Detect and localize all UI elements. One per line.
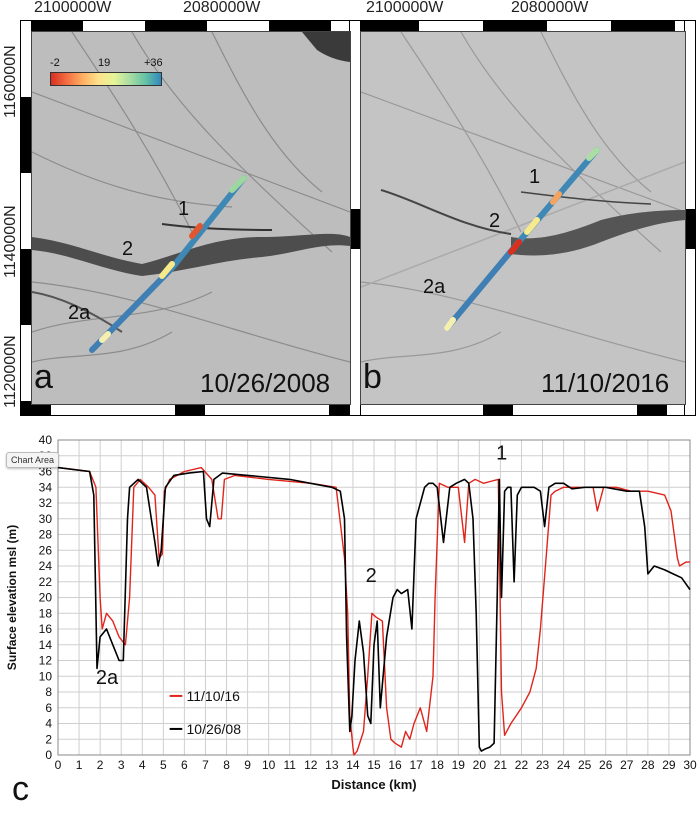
y-tick-label: 40	[39, 433, 53, 447]
map-b-letter: b	[363, 358, 382, 396]
y-tick-label: 18	[39, 606, 53, 620]
sar-image-b	[361, 32, 685, 404]
colorbar-max-label: +36	[144, 57, 163, 69]
legend-label: 10/26/08	[187, 721, 242, 737]
y-tick-label: 16	[39, 622, 53, 636]
y-tick-label: 34	[39, 480, 53, 494]
map-a-date: 10/26/2008	[200, 368, 331, 398]
coord-top-b2: 2080000W	[511, 0, 589, 16]
x-tick-label: 16	[388, 758, 402, 772]
coord-top-a1: 2100000W	[34, 0, 112, 16]
elevation-chart-svg: 0 1 2 3 4 5 6 7 8 9 10 11 12 13 14 15 16 17 18 19 20 21 22 23 24…	[5, 433, 697, 792]
x-tick-label: 20	[473, 758, 487, 772]
y-tick-label: 20	[39, 591, 53, 605]
coord-top-b1: 2100000W	[366, 0, 444, 16]
y-axis-label: Surface elevation msl (m)	[5, 525, 19, 670]
x-tick-label: 30	[683, 758, 697, 772]
x-tick-label: 4	[139, 758, 146, 772]
y-tick-label: 36	[39, 465, 53, 479]
x-tick-label: 10	[262, 758, 276, 772]
coord-left-1120000: 1120000N	[2, 335, 19, 408]
y-tick-label: 12	[39, 654, 53, 668]
y-tick-label: 30	[39, 512, 53, 526]
y-tick-label: 26	[39, 543, 53, 557]
x-tick-label: 23	[536, 758, 550, 772]
map-b-label-2a: 2a	[423, 276, 446, 298]
x-tick-label: 11	[283, 758, 296, 772]
coord-left-1160000: 1160000N	[2, 45, 19, 118]
x-tick-label: 7	[202, 758, 209, 772]
sar-image-a	[32, 32, 350, 404]
chart-legend: 11/10/16 10/26/08	[169, 688, 242, 737]
x-tick-label: 29	[662, 758, 676, 772]
x-tick-label: 9	[244, 758, 251, 772]
y-tick-label: 24	[39, 559, 53, 573]
map-a-label-2a: 2a	[68, 302, 91, 324]
x-tick-label: 12	[304, 758, 318, 772]
plot-border	[57, 439, 691, 756]
y-tick-label: 4	[45, 717, 52, 731]
x-tick-label: 27	[620, 758, 634, 772]
y-tick-label: 2	[45, 732, 52, 746]
map-b-date: 11/10/2016	[541, 368, 670, 398]
y-tick-label: 32	[39, 496, 53, 510]
x-tick-label: 26	[599, 758, 613, 772]
y-tick-label: 22	[39, 575, 53, 589]
x-tick-label: 5	[160, 758, 167, 772]
coord-top-a2: 2080000W	[183, 0, 261, 16]
y-tick-label: 6	[45, 701, 52, 715]
x-tick-label: 21	[494, 758, 508, 772]
x-tick-label: 25	[578, 758, 592, 772]
map-a-label-2: 2	[122, 238, 134, 260]
chart-panel-letter: c	[12, 770, 29, 808]
y-tick-label: 8	[45, 685, 52, 699]
x-tick-label: 6	[181, 758, 188, 772]
series-line-black	[57, 466, 691, 752]
x-tick-label: 15	[367, 758, 381, 772]
x-tick-label: 24	[557, 758, 571, 772]
map-a-letter: a	[34, 358, 53, 396]
chart-annotation-2a: 2a	[96, 667, 119, 689]
colorbar-mid-label: 19	[98, 57, 111, 69]
x-tick-label: 3	[118, 758, 125, 772]
map-b-label-2: 2	[489, 210, 501, 232]
colorbar	[50, 72, 162, 86]
x-axis-label: Distance (km)	[331, 777, 416, 792]
x-tick-label: 22	[515, 758, 529, 772]
x-tick-label: 19	[452, 758, 466, 772]
y-tick-label: 10	[39, 669, 53, 683]
x-tick-label: 13	[325, 758, 339, 772]
x-tick-label: 17	[409, 758, 423, 772]
map-b-label-1: 1	[529, 166, 541, 188]
map-a-label-1: 1	[178, 198, 190, 220]
map-panel-b: 1 2 2a b 11/10/2016	[360, 31, 686, 405]
x-tick-label: 14	[346, 758, 360, 772]
elevation-chart: 0 1 2 3 4 5 6 7 8 9 10 11 12 13 14 15 16 17 18 19 20 21 22 23 24…	[0, 430, 700, 813]
series-line-red	[57, 466, 690, 756]
x-tick-label: 18	[431, 758, 445, 772]
y-tick-label: 28	[39, 528, 53, 542]
x-tick-label: 28	[641, 758, 655, 772]
x-tick-label: 0	[55, 758, 62, 772]
x-tick-label: 2	[97, 758, 104, 772]
colorbar-min-label: -2	[50, 57, 60, 69]
y-tick-label: 14	[39, 638, 53, 652]
x-tick-label: 8	[223, 758, 230, 772]
y-tick-label: 0	[45, 748, 52, 762]
coord-left-1140000: 1140000N	[2, 205, 19, 278]
x-tick-label: 1	[76, 758, 83, 772]
legend-label: 11/10/16	[187, 688, 241, 704]
chart-annotation-1: 1	[496, 443, 507, 465]
chart-area-tooltip: Chart Area	[6, 452, 60, 468]
map-panel-a: -2 19 +36 1 2 2a a 10/26/2008	[31, 31, 351, 405]
chart-annotation-2: 2	[366, 565, 377, 587]
